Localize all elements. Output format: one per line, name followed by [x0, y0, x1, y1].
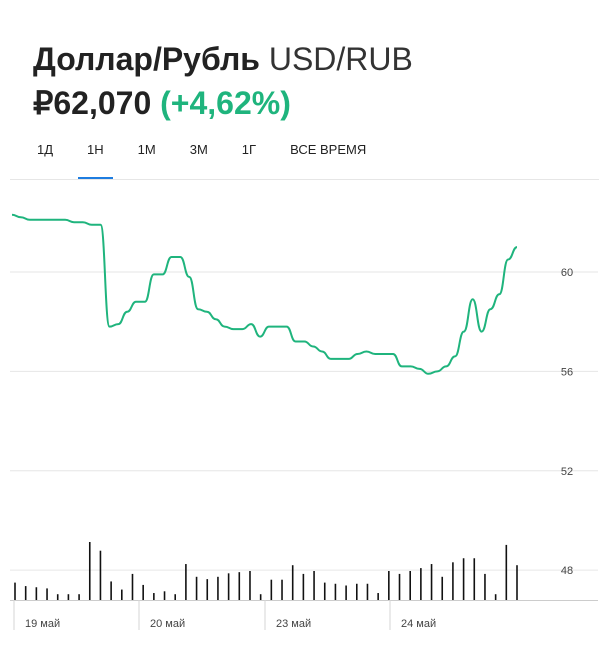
price-series-line	[11, 213, 518, 375]
tabs-divider	[10, 179, 599, 180]
tab-1w[interactable]: 1Н	[78, 136, 113, 180]
price-change: (+4,62%)	[160, 85, 291, 121]
tab-1d[interactable]: 1Д	[37, 142, 54, 157]
y-tick-label: 56	[561, 366, 573, 378]
x-tick-label: 19 май	[25, 618, 60, 630]
page-title: Доллар/Рубль USD/RUB	[33, 40, 413, 78]
current-price: ₽62,070	[33, 85, 152, 121]
x-tick-label: 23 май	[276, 618, 311, 630]
period-tabs: 1Д 1Н 1М 3М 1Г ВСЕ ВРЕМЯ	[28, 136, 391, 180]
y-tick-label: 52	[561, 466, 573, 478]
instrument-name: Доллар/Рубль	[33, 41, 260, 77]
tab-1y[interactable]: 1Г	[241, 142, 257, 157]
tab-3m[interactable]: 3М	[189, 142, 208, 157]
tab-all-time[interactable]: ВСЕ ВРЕМЯ	[290, 142, 367, 157]
ticker-symbol: USD/RUB	[268, 41, 413, 77]
y-tick-label: 60	[561, 267, 573, 279]
tab-1m[interactable]: 1М	[137, 142, 156, 157]
x-tick-label: 20 май	[150, 618, 185, 630]
price-line: ₽62,070 (+4,62%)	[33, 84, 291, 122]
y-tick-label: 48	[561, 565, 573, 577]
x-tick-label: 24 май	[401, 618, 436, 630]
